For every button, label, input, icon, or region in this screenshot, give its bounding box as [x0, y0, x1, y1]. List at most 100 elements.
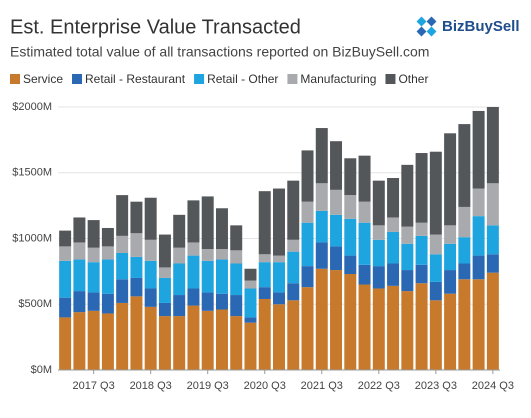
bar-segment — [315, 210, 328, 243]
legend-label: Other — [398, 72, 428, 86]
bar-segment — [59, 246, 72, 261]
bar-segment — [116, 302, 129, 370]
legend-label: Retail - Other — [207, 72, 278, 86]
bar-segment — [287, 300, 300, 370]
legend-swatch — [10, 74, 20, 84]
bar-segment — [444, 225, 457, 244]
x-tick-label: 2017 Q3 — [73, 380, 115, 392]
bar-segment — [387, 231, 400, 264]
bar-segment — [273, 255, 285, 263]
legend-swatch — [72, 74, 83, 84]
bar-segment — [401, 164, 414, 227]
bar-segment — [330, 270, 343, 370]
bar-segment — [344, 255, 357, 275]
bar-segment — [187, 255, 200, 289]
bar-segment — [116, 235, 129, 253]
bar-segment — [273, 188, 285, 256]
bar-segment — [301, 201, 314, 223]
bar-segment — [472, 255, 485, 280]
bar-segment — [458, 263, 471, 280]
bar-segment — [444, 270, 457, 294]
x-tick-label: 2022 Q3 — [358, 380, 400, 392]
bar-segment — [101, 227, 114, 247]
bar-segment — [144, 306, 157, 370]
bar-segment — [344, 274, 357, 370]
bar-segment — [173, 263, 186, 296]
bar-segment — [258, 191, 271, 255]
bar-segment — [358, 284, 371, 370]
bar-segment — [230, 250, 243, 264]
bar-segment — [415, 235, 428, 265]
bar-segment — [415, 222, 428, 236]
bar-segment — [87, 220, 100, 248]
bar-segment — [444, 243, 457, 271]
bar-segment — [230, 295, 243, 317]
legend-label: Manufacturing — [300, 72, 376, 86]
bar-segment — [87, 262, 100, 293]
bar-segment — [173, 214, 186, 248]
bar-segment — [415, 264, 428, 284]
bar-segment — [330, 246, 343, 271]
bar-segment — [415, 283, 428, 370]
bar-segment — [144, 239, 157, 261]
bar-segment — [244, 280, 257, 289]
bar-segment — [387, 285, 400, 370]
bar-segment — [244, 317, 257, 323]
bar-segment — [444, 293, 457, 370]
bar-segment — [315, 183, 328, 211]
bar-segment — [486, 225, 499, 255]
bar-segment — [429, 300, 442, 370]
chart-subtitle: Estimated total value of all transaction… — [10, 44, 429, 60]
bar-segment — [415, 153, 428, 223]
bar-segment — [101, 293, 114, 314]
chart-title: Est. Enterprise Value Transacted — [10, 16, 301, 38]
bar-segment — [87, 247, 100, 263]
bar-segment — [173, 247, 186, 264]
bar-segment — [387, 217, 400, 232]
bar-segment — [158, 302, 171, 317]
bar-segment — [472, 188, 485, 217]
bar-segment — [401, 243, 414, 271]
bar-segment — [158, 267, 171, 278]
bar-segment — [201, 249, 214, 261]
bar-segment — [158, 316, 171, 370]
legend-label: Service — [23, 72, 63, 86]
bar-segment — [472, 279, 485, 370]
bar-segment — [273, 262, 285, 293]
bar-segment — [401, 291, 414, 370]
brand-name: BizBuySell — [442, 18, 520, 35]
bar-segment — [372, 225, 385, 240]
bar-segment — [444, 133, 457, 226]
bar-segment — [344, 195, 357, 219]
bar-segment — [458, 279, 471, 370]
y-tick-label: $1000M — [12, 232, 52, 244]
bar-segment — [130, 233, 143, 257]
bar-segment — [73, 217, 86, 243]
bar-segment — [429, 234, 442, 255]
bar-segment — [330, 141, 343, 190]
y-tick-label: $2000M — [12, 101, 52, 113]
bar-segment — [201, 292, 214, 311]
bar-segment — [101, 313, 114, 370]
bar-segment — [372, 239, 385, 267]
legend-swatch — [194, 74, 205, 84]
bar-segment — [358, 264, 371, 285]
bar-segment — [130, 277, 143, 297]
bar-segment — [116, 279, 129, 303]
bar-segment — [187, 288, 200, 306]
x-tick-label: 2023 Q3 — [415, 380, 457, 392]
bar-segment — [230, 263, 243, 296]
bar-segment — [287, 283, 300, 301]
bar-segment — [358, 201, 371, 223]
bar-segment — [330, 214, 343, 247]
y-tick-label: $1500M — [12, 167, 52, 179]
bar-segment — [187, 242, 200, 256]
bar-segment — [201, 260, 214, 293]
bar-segment — [315, 128, 328, 184]
bar-segment — [73, 242, 86, 260]
bar-segment — [215, 293, 228, 310]
x-tick-label: 2021 Q3 — [301, 380, 343, 392]
bar-segment — [372, 266, 385, 289]
bar-segment — [116, 252, 129, 280]
bar-segment — [101, 246, 114, 260]
